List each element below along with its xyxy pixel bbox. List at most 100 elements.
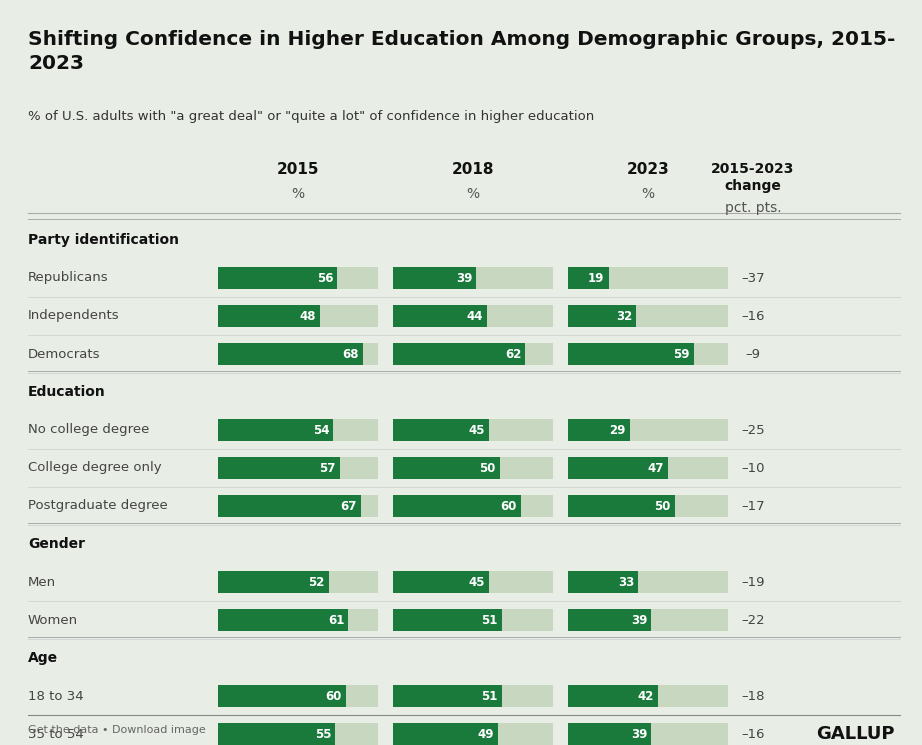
Bar — [568, 267, 728, 289]
Text: Men: Men — [28, 575, 56, 589]
Text: 33: 33 — [618, 575, 634, 589]
Text: 18 to 34: 18 to 34 — [28, 690, 84, 703]
Bar — [568, 571, 638, 593]
Text: 50: 50 — [479, 461, 496, 475]
Text: –22: –22 — [741, 613, 765, 627]
Text: No college degree: No college degree — [28, 423, 149, 437]
Bar — [218, 419, 333, 441]
Bar — [218, 457, 378, 479]
Text: Postgraduate degree: Postgraduate degree — [28, 499, 168, 513]
Text: –9: –9 — [746, 347, 761, 361]
Bar — [218, 495, 361, 517]
Text: 49: 49 — [477, 728, 493, 741]
Text: –19: –19 — [741, 575, 764, 589]
Bar — [393, 419, 553, 441]
Text: Independents: Independents — [28, 309, 120, 323]
Text: % of U.S. adults with "a great deal" or "quite a lot" of confidence in higher ed: % of U.S. adults with "a great deal" or … — [28, 110, 595, 123]
Bar — [568, 723, 728, 745]
Text: –18: –18 — [741, 690, 764, 703]
Text: 45: 45 — [468, 575, 485, 589]
Bar — [393, 343, 526, 365]
Bar — [568, 305, 636, 327]
Bar — [218, 457, 339, 479]
Bar — [218, 685, 378, 707]
Bar — [218, 267, 378, 289]
Bar — [218, 343, 363, 365]
Bar — [393, 419, 489, 441]
Text: 60: 60 — [325, 690, 342, 703]
Bar — [218, 609, 378, 631]
Text: 62: 62 — [505, 347, 521, 361]
Bar — [393, 457, 553, 479]
Bar — [218, 685, 346, 707]
Text: Get the data • Download image: Get the data • Download image — [28, 725, 206, 735]
Text: Age: Age — [28, 651, 58, 665]
Text: 29: 29 — [609, 423, 626, 437]
Bar — [568, 685, 657, 707]
Bar — [393, 267, 553, 289]
Text: 19: 19 — [588, 271, 605, 285]
Text: Gender: Gender — [28, 537, 85, 551]
Bar — [218, 495, 378, 517]
Bar — [218, 571, 329, 593]
Bar — [393, 343, 553, 365]
Text: 51: 51 — [481, 613, 498, 627]
Bar — [218, 419, 378, 441]
Text: 45: 45 — [468, 423, 485, 437]
Bar — [393, 305, 553, 327]
Text: Democrats: Democrats — [28, 347, 100, 361]
Text: 59: 59 — [673, 347, 690, 361]
Bar — [218, 343, 378, 365]
Bar — [568, 609, 728, 631]
Text: 68: 68 — [343, 347, 359, 361]
Text: –17: –17 — [741, 499, 765, 513]
Bar — [568, 609, 651, 631]
Text: 2015: 2015 — [277, 162, 319, 177]
Text: –16: –16 — [741, 309, 764, 323]
Text: 61: 61 — [327, 613, 344, 627]
Text: –37: –37 — [741, 271, 765, 285]
Bar — [568, 267, 609, 289]
Bar — [393, 571, 489, 593]
Text: 57: 57 — [319, 461, 336, 475]
Text: 39: 39 — [455, 271, 472, 285]
Text: 67: 67 — [340, 499, 357, 513]
Text: 2023: 2023 — [627, 162, 669, 177]
Bar — [568, 305, 728, 327]
Text: %: % — [467, 187, 479, 201]
Bar — [393, 457, 500, 479]
Bar — [393, 267, 476, 289]
Bar — [568, 723, 651, 745]
Text: 39: 39 — [631, 613, 647, 627]
Bar — [218, 723, 336, 745]
Bar — [218, 609, 349, 631]
Text: 32: 32 — [616, 309, 632, 323]
Bar — [393, 609, 502, 631]
Bar — [568, 457, 728, 479]
Bar — [568, 495, 728, 517]
Text: %: % — [642, 187, 655, 201]
Bar — [568, 343, 694, 365]
Bar — [568, 685, 728, 707]
Text: Party identification: Party identification — [28, 233, 179, 247]
Text: 48: 48 — [300, 309, 316, 323]
Text: 42: 42 — [637, 690, 654, 703]
Text: 2015-2023
change: 2015-2023 change — [711, 162, 795, 193]
Text: 51: 51 — [481, 690, 498, 703]
Text: Republicans: Republicans — [28, 271, 109, 285]
Text: 39: 39 — [631, 728, 647, 741]
Text: 35 to 54: 35 to 54 — [28, 728, 84, 741]
Bar — [218, 267, 337, 289]
Bar — [218, 305, 321, 327]
Text: pct. pts.: pct. pts. — [725, 201, 781, 215]
Text: –16: –16 — [741, 728, 764, 741]
Bar — [218, 723, 378, 745]
Bar — [393, 723, 553, 745]
Text: 56: 56 — [317, 271, 334, 285]
Bar — [393, 685, 502, 707]
Bar — [218, 571, 378, 593]
Text: 2018: 2018 — [452, 162, 494, 177]
Text: Women: Women — [28, 613, 78, 627]
Text: %: % — [291, 187, 304, 201]
Bar — [568, 419, 630, 441]
